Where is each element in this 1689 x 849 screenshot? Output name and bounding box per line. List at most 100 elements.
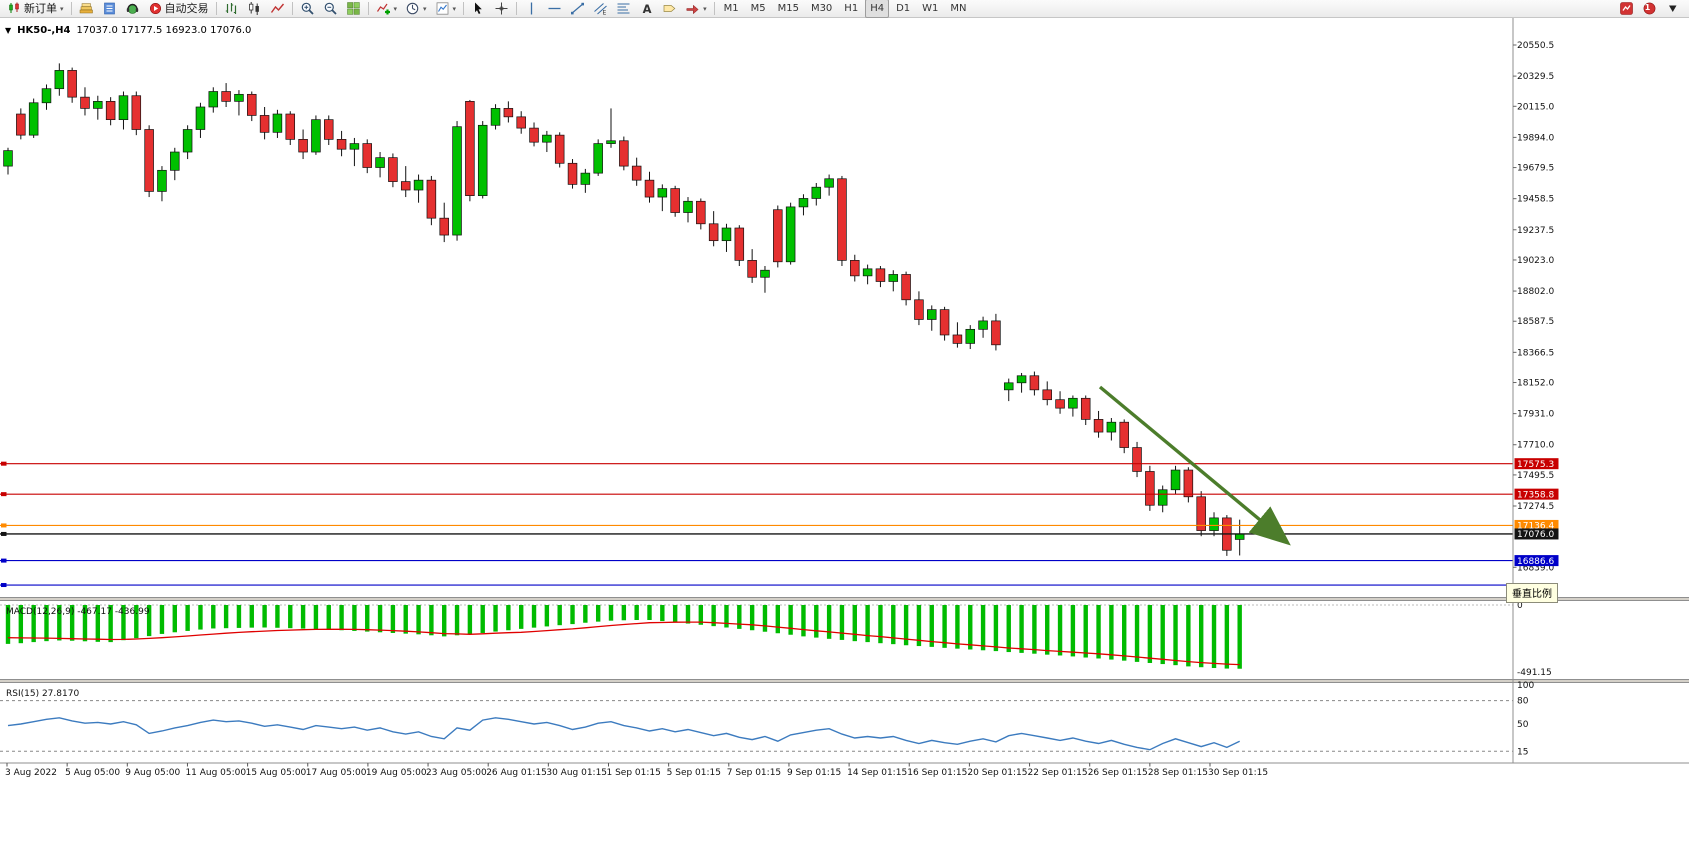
tf-m30-button[interactable]: M30 <box>806 0 837 18</box>
toolbar-separator <box>215 2 217 15</box>
overflow-button[interactable] <box>1662 0 1683 18</box>
time-axis-label: 30 Aug 01:15 <box>546 768 607 778</box>
price-level-label-text: 17358.8 <box>1517 490 1554 500</box>
redcircle-icon <box>1642 1 1657 16</box>
price-axis-tick: 17710.0 <box>1517 441 1554 451</box>
panel-splitter-macd[interactable] <box>0 597 1689 601</box>
macd-scale-bottom: -491.15 <box>1517 668 1552 678</box>
template-icon <box>435 1 450 16</box>
chevron-down-icon: ▾ <box>452 4 457 13</box>
tf-mn-button-label: MN <box>950 3 967 14</box>
price-lines-layer <box>0 461 1513 588</box>
horizontal-line-button[interactable] <box>544 0 565 18</box>
zoom-out-button[interactable] <box>320 0 341 18</box>
cursor-icon <box>471 1 486 16</box>
time-axis-label: 22 Sep 01:15 <box>1028 768 1088 778</box>
chart-window[interactable]: MACD(12,26,9) -467.17 -436.99 0 -491.15 RSI… <box>0 18 1689 849</box>
price-axis-tick: 20550.5 <box>1517 41 1554 51</box>
tile-windows-button[interactable] <box>343 0 364 18</box>
equidistant-channel-button[interactable]: E <box>590 0 611 18</box>
time-axis[interactable]: 3 Aug 2022 5 Aug 05:00 9 Aug 05:00 11 Aug 0… <box>0 762 1689 778</box>
text-button[interactable]: A <box>636 0 657 18</box>
price-axis[interactable]: 20550.5 20329.5 20115.0 19894.0 19679.5 19458… <box>1512 18 1559 763</box>
tf-m5-button[interactable]: M5 <box>746 0 771 18</box>
tf-mn-button[interactable]: MN <box>945 0 971 18</box>
templates-button[interactable]: ▾ <box>432 0 460 18</box>
time-axis-label: 30 Sep 01:15 <box>1208 768 1268 778</box>
chart-collapse-icon[interactable]: ▼ <box>5 26 12 35</box>
arrow-objects-button[interactable]: ▾ <box>682 0 710 18</box>
macd-histogram <box>5 605 1242 669</box>
toolbar: 新订单 ▾ 自动交易 ▾ ▾ ▾ E A ▾ M1 M5 M15 M30 H1 H4 D1 W1 MN 1 <box>0 0 1689 18</box>
autotrade-button[interactable]: 自动交易 <box>145 0 212 18</box>
rsi-scale-tick: 50 <box>1517 720 1529 730</box>
price-level-label-17358.8: 17358.8 <box>1514 488 1559 500</box>
tf-m15-button-label: M15 <box>777 3 799 14</box>
time-axis-label: 16 Sep 01:15 <box>907 768 967 778</box>
tf-m1-button[interactable]: M1 <box>719 0 744 18</box>
time-axis-label: 3 Aug 2022 <box>5 768 57 778</box>
bar-chart-button[interactable] <box>221 0 242 18</box>
indicators-list-button[interactable]: ▾ <box>373 0 401 18</box>
market-watch-button[interactable] <box>76 0 97 18</box>
books-icon <box>79 1 94 16</box>
fibonacci-button[interactable] <box>613 0 634 18</box>
live-update-button[interactable] <box>1616 0 1637 18</box>
time-axis-label: 17 Aug 05:00 <box>306 768 367 778</box>
bluedoc-icon <box>102 1 117 16</box>
indplus-icon <box>376 1 391 16</box>
panel-splitter-rsi[interactable] <box>0 679 1689 683</box>
trend-arrow-annotation[interactable] <box>1098 385 1291 546</box>
vertical-line-button[interactable] <box>521 0 542 18</box>
texta-icon: A <box>639 1 654 16</box>
text-label-button[interactable] <box>659 0 680 18</box>
time-axis-label: 9 Aug 05:00 <box>125 768 180 778</box>
arrowshape-icon <box>685 1 700 16</box>
tf-w1-button[interactable]: W1 <box>917 0 943 18</box>
zoomout-icon <box>323 1 338 16</box>
toolbar-separator <box>516 2 518 15</box>
price-axis-tick: 18802.0 <box>1517 287 1554 297</box>
line-chart-button[interactable] <box>267 0 288 18</box>
rsi-label: RSI(15) 27.8170 <box>6 689 79 699</box>
time-axis-label: 15 Aug 05:00 <box>246 768 307 778</box>
time-axis-label: 5 Sep 01:15 <box>667 768 721 778</box>
chart-canvas[interactable]: MACD(12,26,9) -467.17 -436.99 0 -491.15 RSI… <box>0 18 1689 849</box>
new-order-button-label: 新订单 <box>24 2 57 15</box>
sound-alerts-button[interactable] <box>122 0 143 18</box>
time-axis-label: 26 Sep 01:15 <box>1088 768 1148 778</box>
toolbar-separator <box>367 2 369 15</box>
tf-h1-button[interactable]: H1 <box>839 0 863 18</box>
chevron-down-icon: ▾ <box>60 4 64 13</box>
time-axis-label: 23 Aug 05:00 <box>426 768 487 778</box>
line-edge-handle[interactable] <box>1 523 7 528</box>
redbox-icon <box>1619 1 1634 16</box>
data-window-button[interactable] <box>99 0 120 18</box>
candles-icon <box>247 1 262 16</box>
periods-button[interactable]: ▾ <box>402 0 430 18</box>
crosshair-button[interactable] <box>491 0 512 18</box>
trendline-button[interactable] <box>567 0 588 18</box>
tf-d1-button[interactable]: D1 <box>891 0 915 18</box>
toolbar-separator <box>463 2 465 15</box>
tf-m15-button[interactable]: M15 <box>773 0 804 18</box>
new-order-button[interactable]: 新订单 ▾ <box>4 0 67 18</box>
down-arrow-icon[interactable] <box>1098 385 1291 546</box>
line-edge-handle[interactable] <box>1 583 7 588</box>
zoom-in-button[interactable] <box>297 0 318 18</box>
price-level-label-text: 17076.0 <box>1517 530 1554 540</box>
cursor-button[interactable] <box>468 0 489 18</box>
notifications-button[interactable]: 1 <box>1639 0 1660 18</box>
toolbar-separator <box>713 2 715 15</box>
line-edge-handle[interactable] <box>1 461 7 466</box>
line-edge-handle[interactable] <box>1 492 7 497</box>
price-level-label-16886.6: 16886.6 <box>1514 555 1559 567</box>
headset-icon <box>125 1 140 16</box>
price-axis-tick: 20329.5 <box>1517 72 1554 82</box>
macd-label: MACD(12,26,9) -467.17 -436.99 <box>6 607 150 617</box>
line-edge-handle[interactable] <box>1 531 7 536</box>
line-edge-handle[interactable] <box>1 558 7 563</box>
candlestick-chart-button[interactable] <box>244 0 265 18</box>
price-axis-tick: 20115.0 <box>1517 102 1554 112</box>
tf-h4-button[interactable]: H4 <box>865 0 890 18</box>
